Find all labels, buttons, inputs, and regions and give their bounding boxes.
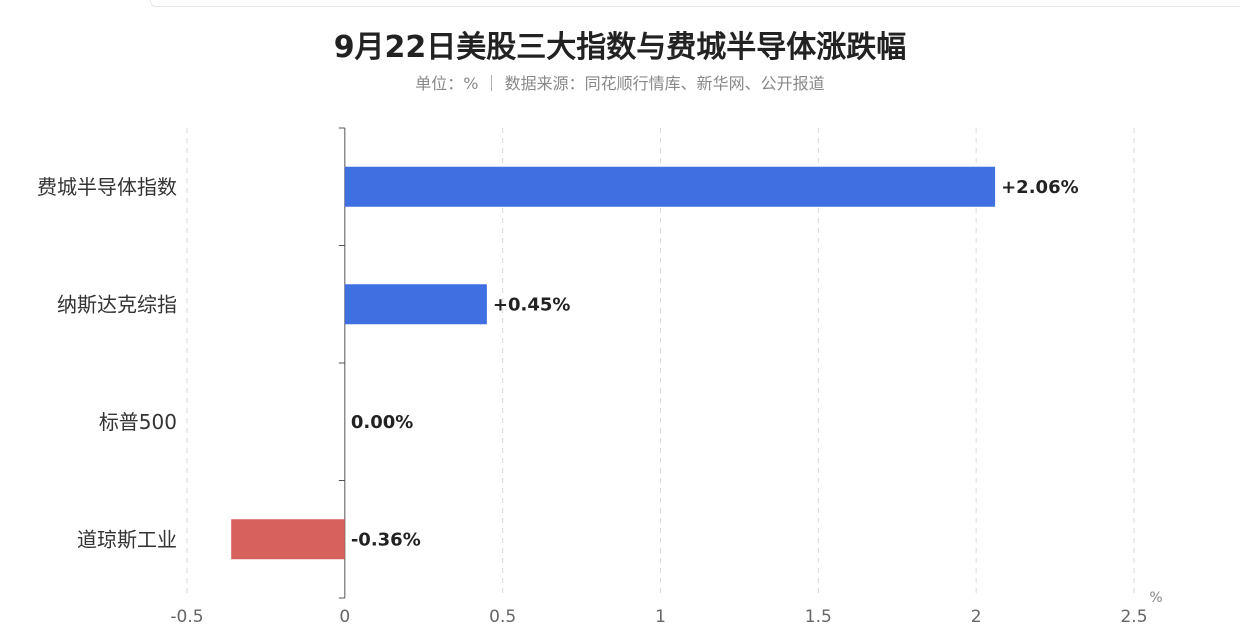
x-tick-label: 1 (655, 607, 666, 627)
x-unit-label: % (1149, 590, 1162, 606)
x-tick-label: -0.5 (170, 607, 203, 627)
data-label: +0.45% (493, 294, 571, 315)
category-label: 标普500 (99, 410, 177, 434)
bar (344, 166, 996, 207)
bar (231, 519, 345, 560)
chart-title: 9月22日美股三大指数与费城半导体涨跌幅 (333, 30, 907, 65)
data-label: -0.36% (351, 529, 421, 550)
x-tick-label: 2.5 (1120, 607, 1147, 627)
chart-subtitle: 单位：% ｜ 数据来源：同花顺行情库、新华网、公开报道 (415, 74, 825, 93)
x-tick-label: 2 (971, 607, 982, 627)
data-label: +2.06% (1001, 177, 1079, 198)
window-top-edge (150, 0, 1240, 7)
x-tick-label: 0.5 (489, 607, 516, 627)
x-tick-label: 0 (339, 607, 350, 627)
bar (344, 284, 487, 325)
category-label: 道琼斯工业 (77, 527, 177, 551)
category-label: 费城半导体指数 (37, 175, 177, 199)
x-tick-label: 1.5 (805, 607, 832, 627)
category-label: 纳斯达克综指 (57, 292, 177, 316)
data-label: 0.00% (351, 412, 413, 433)
